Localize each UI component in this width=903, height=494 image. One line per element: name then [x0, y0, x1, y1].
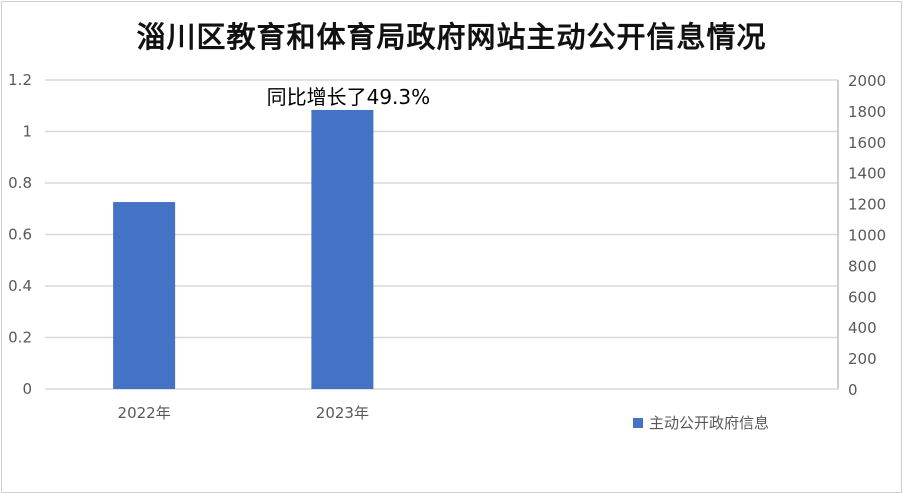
left-axis-tick: 0 [22, 380, 32, 398]
right-axis-tick: 1800 [848, 103, 886, 121]
left-axis-tick: 1.2 [8, 71, 32, 89]
right-axis-tick: 1600 [848, 134, 886, 152]
legend: 主动公开政府信息 [633, 412, 769, 433]
left-axis-tick: 0.4 [8, 277, 32, 295]
growth-annotation: 同比增长了49.3% [267, 85, 431, 109]
right-axis-tick: 1200 [848, 196, 886, 214]
legend-label: 主动公开政府信息 [649, 414, 770, 432]
right-axis-tick: 0 [848, 381, 858, 399]
right-axis-tick: 2000 [848, 72, 886, 90]
right-axis-tick: 1000 [848, 227, 886, 245]
left-axis-tick: 0.2 [8, 329, 32, 347]
right-axis-tick: 200 [848, 350, 877, 368]
right-axis-tick: 800 [848, 257, 877, 275]
chart-title: 淄川区教育和体育局政府网站主动公开信息情况 [136, 20, 767, 54]
right-axis-tick: 400 [848, 319, 877, 337]
x-axis-label: 2022年 [118, 404, 171, 422]
x-axis-label: 2023年 [316, 404, 369, 422]
left-axis-tick: 0.6 [8, 226, 32, 244]
right-axis-tick: 1400 [848, 165, 886, 183]
legend-swatch [633, 417, 643, 428]
left-axis-tick: 1 [22, 123, 32, 141]
left-axis-tick: 0.8 [8, 174, 32, 192]
bar-2023年 [311, 109, 374, 390]
right-axis-tick: 600 [848, 288, 877, 306]
bar-2022年 [113, 202, 176, 389]
